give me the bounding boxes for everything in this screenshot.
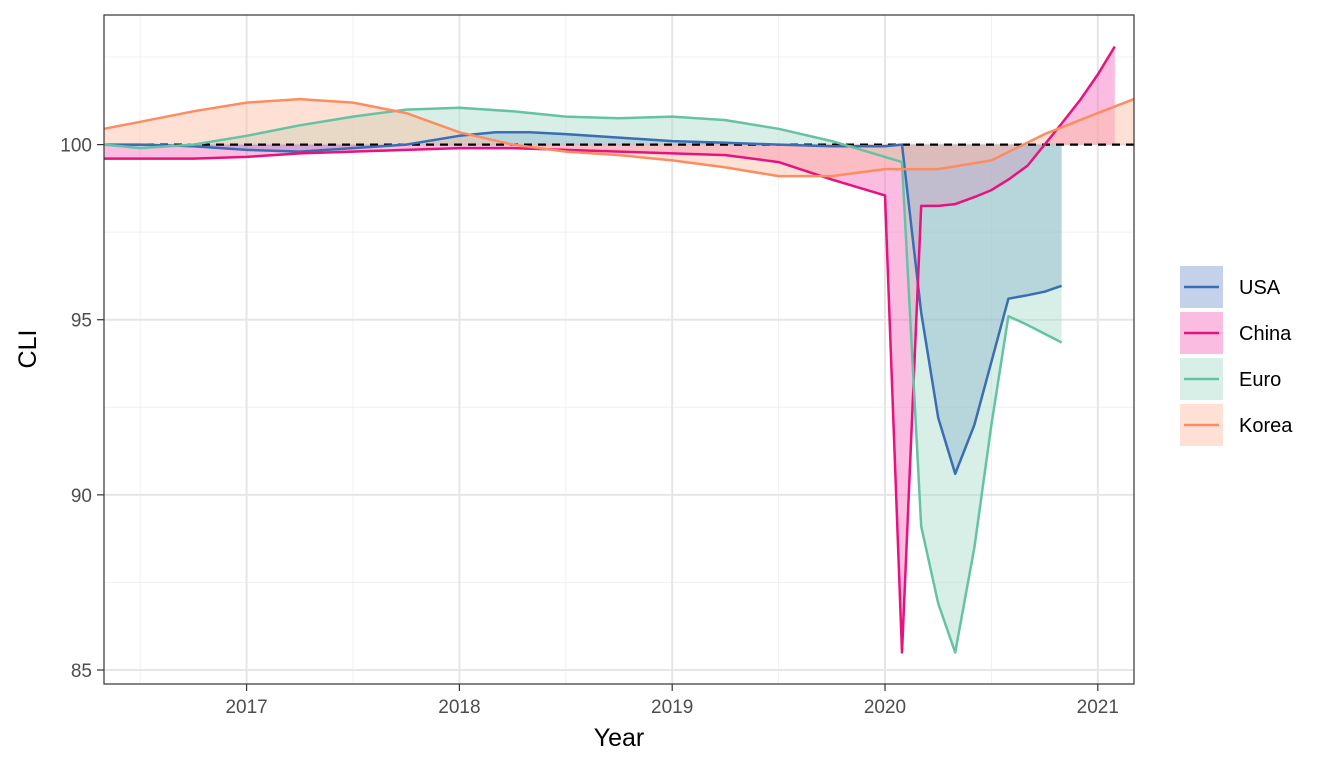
series-lines xyxy=(103,45,1135,654)
line-korea xyxy=(103,97,1135,178)
line-china xyxy=(104,45,1116,654)
y-tick-label-85: 85 xyxy=(71,661,92,682)
y-tick-label-90: 90 xyxy=(71,486,92,507)
x-tick-label-2017: 2017 xyxy=(225,697,267,718)
plot-panel-border xyxy=(103,14,1135,685)
x-tick-label-2021: 2021 xyxy=(1077,697,1119,718)
plot-panel-background xyxy=(104,15,1134,684)
x-tick-label-2019: 2019 xyxy=(651,697,693,718)
area-korea xyxy=(104,99,1134,177)
area-usa xyxy=(104,132,1062,474)
y-tick-label-95: 95 xyxy=(71,311,92,332)
line-euro xyxy=(103,106,1063,654)
legend-label-korea: Korea xyxy=(1239,415,1293,437)
grid-lines xyxy=(104,15,1134,684)
x-tick-label-2020: 2020 xyxy=(864,697,906,718)
legend: USA China Euro Korea xyxy=(1180,266,1293,446)
x-axis-title: Year xyxy=(594,724,645,752)
legend-label-euro: Euro xyxy=(1239,369,1281,391)
legend-label-usa: USA xyxy=(1239,277,1281,299)
y-axis: 85 90 95 100 xyxy=(60,136,104,682)
x-tick-label-2018: 2018 xyxy=(438,697,480,718)
line-usa xyxy=(104,131,1063,476)
y-tick-label-100: 100 xyxy=(60,136,92,157)
y-axis-title: CLI xyxy=(14,330,42,369)
x-axis: 2017 2018 2019 2020 2021 xyxy=(225,684,1119,718)
legend-label-china: China xyxy=(1239,323,1292,345)
area-euro xyxy=(104,107,1062,653)
